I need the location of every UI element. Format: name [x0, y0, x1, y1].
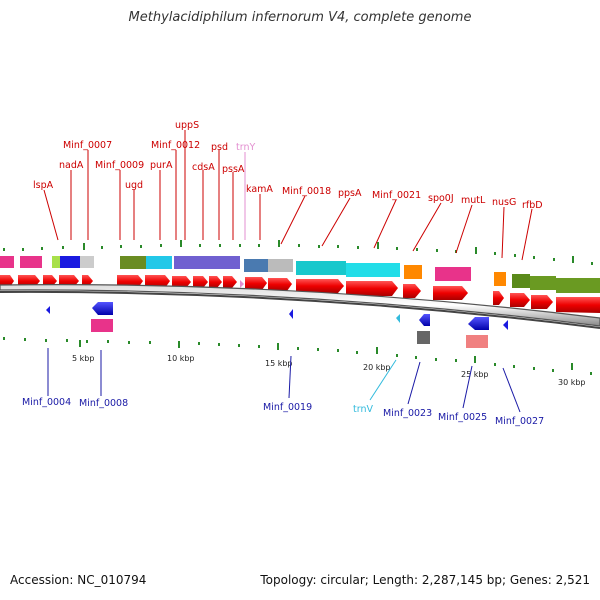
- gene-label-trnV: trnV: [353, 404, 373, 415]
- gene-label-minf-0009: Minf_0009: [95, 160, 144, 171]
- gene-label-minf-0025: Minf_0025: [438, 412, 487, 423]
- gene-label-uppS: uppS: [175, 120, 199, 131]
- trnV-leader: [369, 359, 397, 401]
- gene-label-trnY: trnY: [236, 142, 255, 153]
- gene-label-cdsA: cdsA: [192, 162, 215, 173]
- gene-label-mutL: mutL: [461, 195, 486, 206]
- trnY-marker: [240, 280, 244, 288]
- gene-label-nusG: nusG: [492, 197, 516, 208]
- genome-title: Methylacidiphilum infernorum V4, complet…: [128, 10, 472, 25]
- accession-label: Accession: NC_010794: [10, 573, 147, 587]
- gene-label-pssA: pssA: [222, 164, 245, 175]
- gene-label-minf-0008: Minf_0008: [79, 398, 128, 409]
- gene-label-minf-0019: Minf_0019: [263, 402, 312, 413]
- kbp-labels: 5 kbp 10 kbp 15 kbp 20 kbp 25 kbp 30 kbp: [72, 354, 586, 387]
- topology-label: Topology: circular; Length: 2,287,145 bp…: [260, 573, 590, 587]
- gene-label-nadA: nadA: [59, 160, 84, 171]
- gene-label-rfbD: rfbD: [522, 200, 543, 211]
- bottom-leader-lines: [47, 348, 521, 413]
- gene-label-minf-0007: Minf_0007: [63, 140, 112, 151]
- gene-label-lspA: lspA: [33, 180, 54, 191]
- outer-tick-row: [3, 240, 593, 265]
- gene-label-ugd: ugd: [125, 180, 143, 191]
- gene-label-minf-0012: Minf_0012: [151, 140, 200, 151]
- feature-row-upper: [0, 256, 600, 293]
- gene-label-minf-0023: Minf_0023: [383, 408, 432, 419]
- top-leader-lines: [43, 130, 533, 261]
- kbp-20: 20 kbp: [363, 363, 391, 372]
- top-gene-labels: lspA nadA Minf_0007 Minf_0009 ugd purA M…: [33, 120, 543, 211]
- gene-label-minf-0027: Minf_0027: [495, 416, 544, 427]
- gene-label-minf-0021: Minf_0021: [372, 190, 421, 201]
- gene-label-purA: purA: [150, 160, 173, 171]
- gene-label-minf-0018: Minf_0018: [282, 186, 331, 197]
- genome-backbone: [0, 284, 600, 327]
- gene-label-spo0J: spo0J: [428, 193, 454, 204]
- forward-arrows: [0, 275, 600, 313]
- bottom-gene-labels: Minf_0004 Minf_0008 Minf_0019 trnV Minf_…: [22, 397, 544, 427]
- kbp-10: 10 kbp: [167, 354, 195, 363]
- kbp-15: 15 kbp: [265, 359, 293, 368]
- gene-label-ppsA: ppsA: [338, 188, 362, 199]
- gene-label-psd: psd: [211, 142, 228, 153]
- reverse-arrows: [46, 302, 508, 348]
- kbp-30: 30 kbp: [558, 378, 586, 387]
- gene-label-kamA: kamA: [246, 184, 273, 195]
- kbp-5: 5 kbp: [72, 354, 94, 363]
- gene-label-minf-0004: Minf_0004: [22, 397, 71, 408]
- kbp-25: 25 kbp: [461, 370, 489, 379]
- inner-tick-row: [3, 337, 592, 375]
